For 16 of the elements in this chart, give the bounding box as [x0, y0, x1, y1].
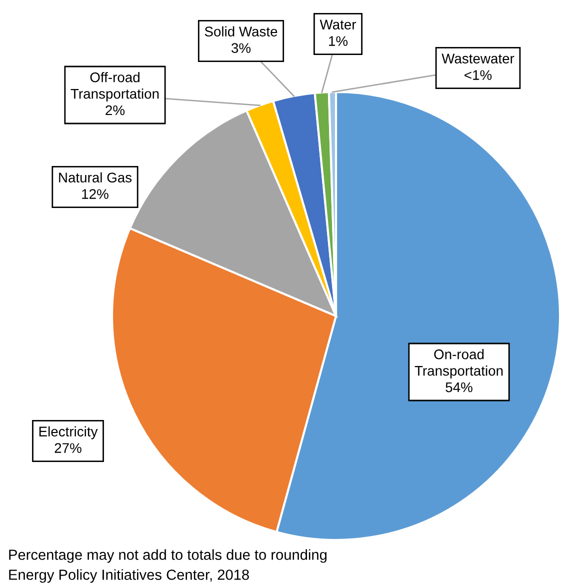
data-label: 2% — [106, 105, 125, 116]
text: Percentage may not add to totals due to rounding — [9, 549, 326, 563]
slice-label: Solid Waste — [204, 26, 278, 36]
slice-label: Water — [320, 20, 356, 30]
data-label: 3% — [231, 43, 251, 53]
slice-label: Natural Gas — [59, 172, 132, 182]
slice-label: Wastewater — [442, 54, 514, 64]
data-label: 12% — [82, 189, 108, 199]
data-label: 54% — [446, 382, 472, 392]
data-label: 1% — [329, 36, 348, 46]
slice-label: Electricity — [39, 426, 98, 440]
text: Energy Policy Initiatives Center, 2018 — [9, 569, 249, 583]
slice-label: On-road Transportation — [414, 349, 503, 378]
data-label: 27% — [54, 443, 82, 453]
slice-label: Off-road Transportation — [70, 72, 159, 102]
data-label: <1% — [464, 70, 492, 80]
